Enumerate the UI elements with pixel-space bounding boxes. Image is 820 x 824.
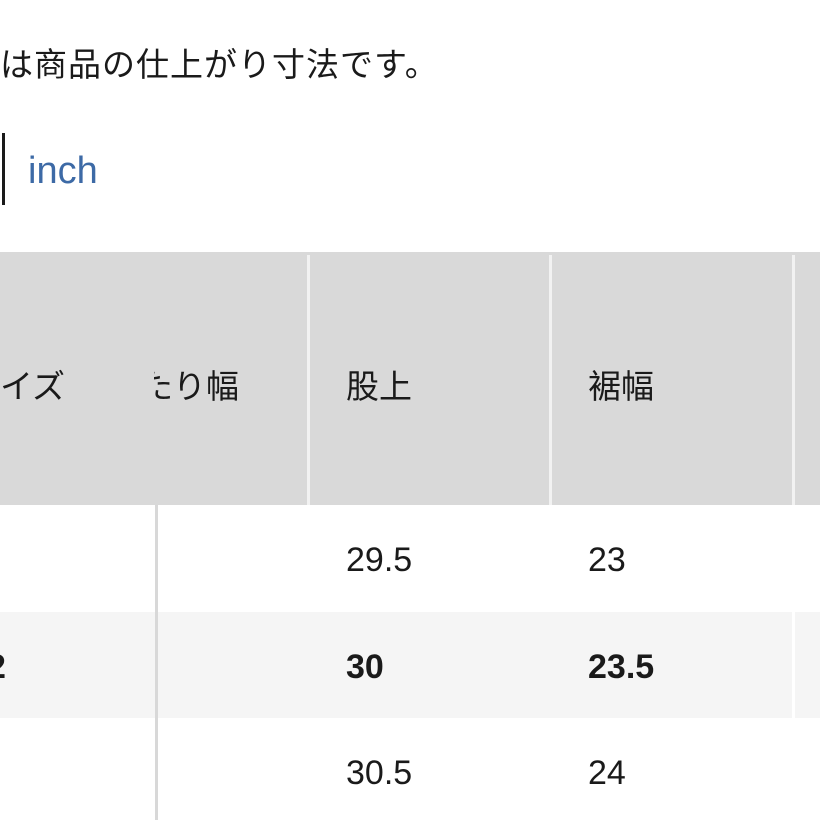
cell-hem: 23 [588, 541, 626, 579]
cell-hem: 24 [588, 754, 626, 792]
header-size: イズ [0, 367, 66, 406]
table-header [0, 252, 820, 505]
header-divider [307, 255, 310, 505]
cell-hem: 23.5 [588, 648, 655, 686]
sticky-column-divider [155, 505, 158, 820]
table-row: 30.5 24 [0, 718, 820, 824]
table-row: 29.5 23 [0, 505, 820, 611]
cell-size: 2 [0, 648, 6, 687]
header-width: たり幅 [140, 367, 239, 406]
cell-rise: 30 [346, 648, 384, 686]
cell-rise: 30.5 [346, 754, 413, 792]
header-rise: 股上 [346, 367, 412, 406]
size-note: は商品の仕上がり寸法です。 [0, 45, 439, 84]
header-divider [549, 255, 552, 505]
row-divider [792, 612, 795, 718]
cell-rise: 29.5 [346, 541, 413, 579]
unit-inch-link[interactable]: inch [28, 150, 98, 192]
header-hem: 裾幅 [588, 367, 654, 406]
table-row-highlighted: 2 30 23.5 [0, 612, 820, 718]
unit-divider [2, 133, 5, 205]
header-divider [792, 255, 795, 505]
